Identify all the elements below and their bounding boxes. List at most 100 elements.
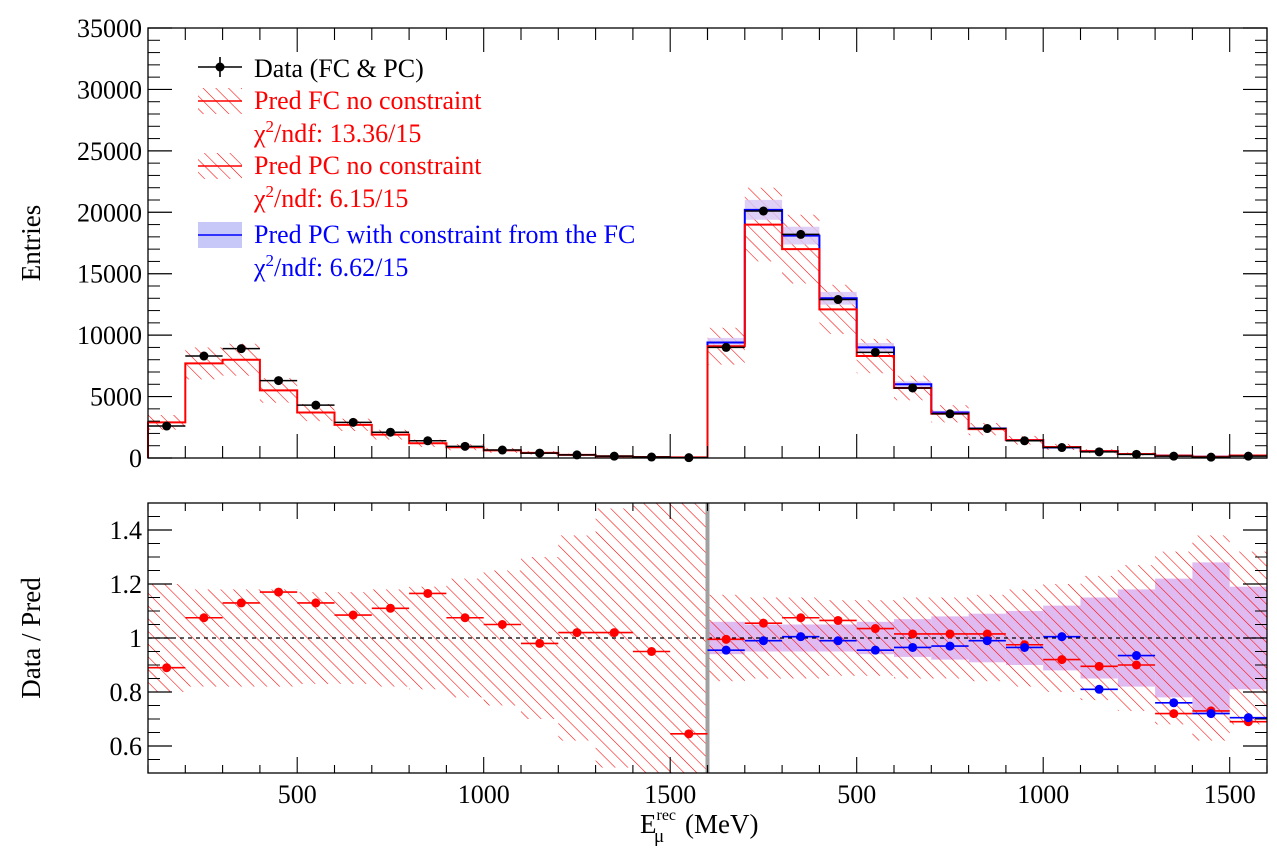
x-tick-label: 1000	[1017, 780, 1069, 809]
ratio-c-point	[1094, 684, 1104, 694]
ratio-c-point	[758, 636, 768, 646]
data-point	[945, 409, 955, 419]
ratio-y-tick-label: 0.6	[110, 732, 143, 761]
ratio-y-tick-label: 0.8	[110, 678, 143, 707]
data-point	[1131, 449, 1141, 459]
ratio-nc-point	[311, 598, 321, 608]
data-point	[908, 383, 918, 393]
data-point	[497, 445, 507, 455]
data-point	[423, 436, 433, 446]
data-point	[572, 450, 582, 460]
x-axis-label-sup: rec	[657, 807, 677, 824]
data-point	[311, 400, 321, 410]
ratio-c-point	[908, 642, 918, 652]
data-point	[721, 342, 731, 352]
chi-symbol: χ	[253, 119, 266, 148]
ratio-nc-point	[1131, 660, 1141, 670]
ratio-nc-point	[497, 620, 507, 629]
data-point	[348, 417, 358, 427]
ratio-nc-point	[982, 629, 992, 639]
x-axis-label-unit: (MeV)	[678, 809, 758, 839]
top-y-tick-label: 0	[129, 444, 142, 473]
top-y-tick-label: 20000	[77, 198, 142, 227]
legend-label-pred-fc: Pred FC no constraint	[254, 86, 482, 115]
ratio-nc-point	[609, 628, 619, 638]
ratio-nc-point	[460, 613, 470, 623]
ratio-nc-point	[423, 588, 433, 598]
chi-power: 2	[266, 251, 275, 270]
legend-entry-pred-fc: Pred FC no constraint χ2/ndf: 13.36/15	[198, 86, 482, 148]
top-y-tick-label: 30000	[77, 75, 142, 104]
legend-label-pred-pc: Pred PC no constraint	[254, 151, 482, 180]
ratio-nc-point	[274, 587, 284, 597]
data-point	[1057, 443, 1067, 453]
ratio-y-tick-label: 1	[129, 624, 142, 653]
ratio-c-point	[870, 645, 880, 655]
top-y-tick-label: 5000	[90, 383, 142, 412]
data-point	[162, 421, 172, 431]
data-point	[236, 344, 246, 354]
legend-chi2-pred-pc: χ2/ndf: 6.15/15	[253, 182, 408, 213]
legend: Data (FC & PC) Pred FC no constraint χ2/…	[198, 54, 635, 282]
ratio-c-point	[1057, 632, 1067, 642]
top-y-tick-label: 15000	[77, 260, 142, 289]
chi2-value-pred-fc: /ndf: 13.36/15	[274, 119, 421, 148]
chi-symbol: χ	[253, 184, 266, 213]
ratio-nc-point	[1094, 661, 1104, 671]
x-tick-label: 1500	[644, 780, 696, 809]
data-point	[535, 448, 545, 458]
ratio-nc-point	[647, 647, 657, 656]
x-axis-label-base: E	[640, 809, 657, 839]
ratio-nc-point	[385, 603, 395, 613]
data-point	[460, 441, 470, 451]
top-y-tick-label: 25000	[77, 137, 142, 166]
x-axis-label: Erec μ (MeV)	[640, 807, 758, 847]
ratio-y-tick-label: 1.4	[110, 516, 143, 545]
x-tick-label: 500	[278, 780, 317, 809]
legend-entry-pred-pc-constrained: Pred PC with constraint from the FC χ2/n…	[198, 220, 635, 282]
data-point	[199, 351, 209, 361]
data-point	[1206, 452, 1216, 462]
ratio-nc-point	[758, 618, 768, 628]
ratio-c-point	[1206, 709, 1216, 719]
chi2-value-pred-pc-constrained: /ndf: 6.62/15	[274, 253, 408, 282]
top-panel: 0 5000 10000 15000 20000 25000 30000 35000 Entr…	[16, 14, 1268, 473]
legend-chi2-pred-pc-constrained: χ2/ndf: 6.62/15	[253, 251, 408, 282]
ratio-nc-point	[870, 624, 880, 634]
ratio-c-point	[945, 641, 955, 651]
data-point	[385, 427, 395, 437]
data-point	[647, 452, 657, 462]
ratio-nc-point	[833, 615, 843, 625]
ratio-c-point	[982, 636, 992, 646]
ratio-c-point	[1131, 651, 1141, 661]
ratio-nc-point	[199, 613, 209, 623]
ratio-nc-point	[796, 613, 806, 623]
ratio-nc-point	[908, 629, 918, 639]
x-axis-label-sub: μ	[654, 826, 664, 847]
data-point	[1243, 451, 1253, 461]
ratio-c-point	[796, 632, 806, 642]
data-point	[758, 206, 768, 216]
ratio-c-point	[1020, 642, 1030, 652]
data-point	[1169, 451, 1179, 461]
ratio-y-tick-label: 1.2	[110, 570, 143, 599]
ratio-panel: 0.6 0.8 1 1.2 1.4 500 1000 1500 500 1000 1500 Dat…	[16, 502, 1268, 847]
ratio-c-point	[721, 645, 731, 655]
data-point	[833, 295, 843, 305]
ratio-c-point	[833, 636, 843, 646]
legend-chi2-pred-fc: χ2/ndf: 13.36/15	[253, 117, 421, 148]
data-point	[982, 424, 992, 434]
ratio-c-point	[1243, 713, 1253, 723]
legend-label-data: Data (FC & PC)	[254, 54, 424, 83]
data-point	[274, 376, 284, 386]
chi-symbol: χ	[253, 253, 266, 282]
ratio-nc-point	[1169, 709, 1179, 719]
top-y-tick-label: 35000	[77, 14, 142, 43]
data-point	[609, 451, 619, 461]
ratio-nc-point	[348, 610, 358, 620]
data-point	[796, 229, 806, 239]
ratio-nc-point	[162, 663, 172, 673]
legend-entry-data: Data (FC & PC)	[198, 54, 424, 83]
ratio-nc-point	[572, 628, 582, 638]
